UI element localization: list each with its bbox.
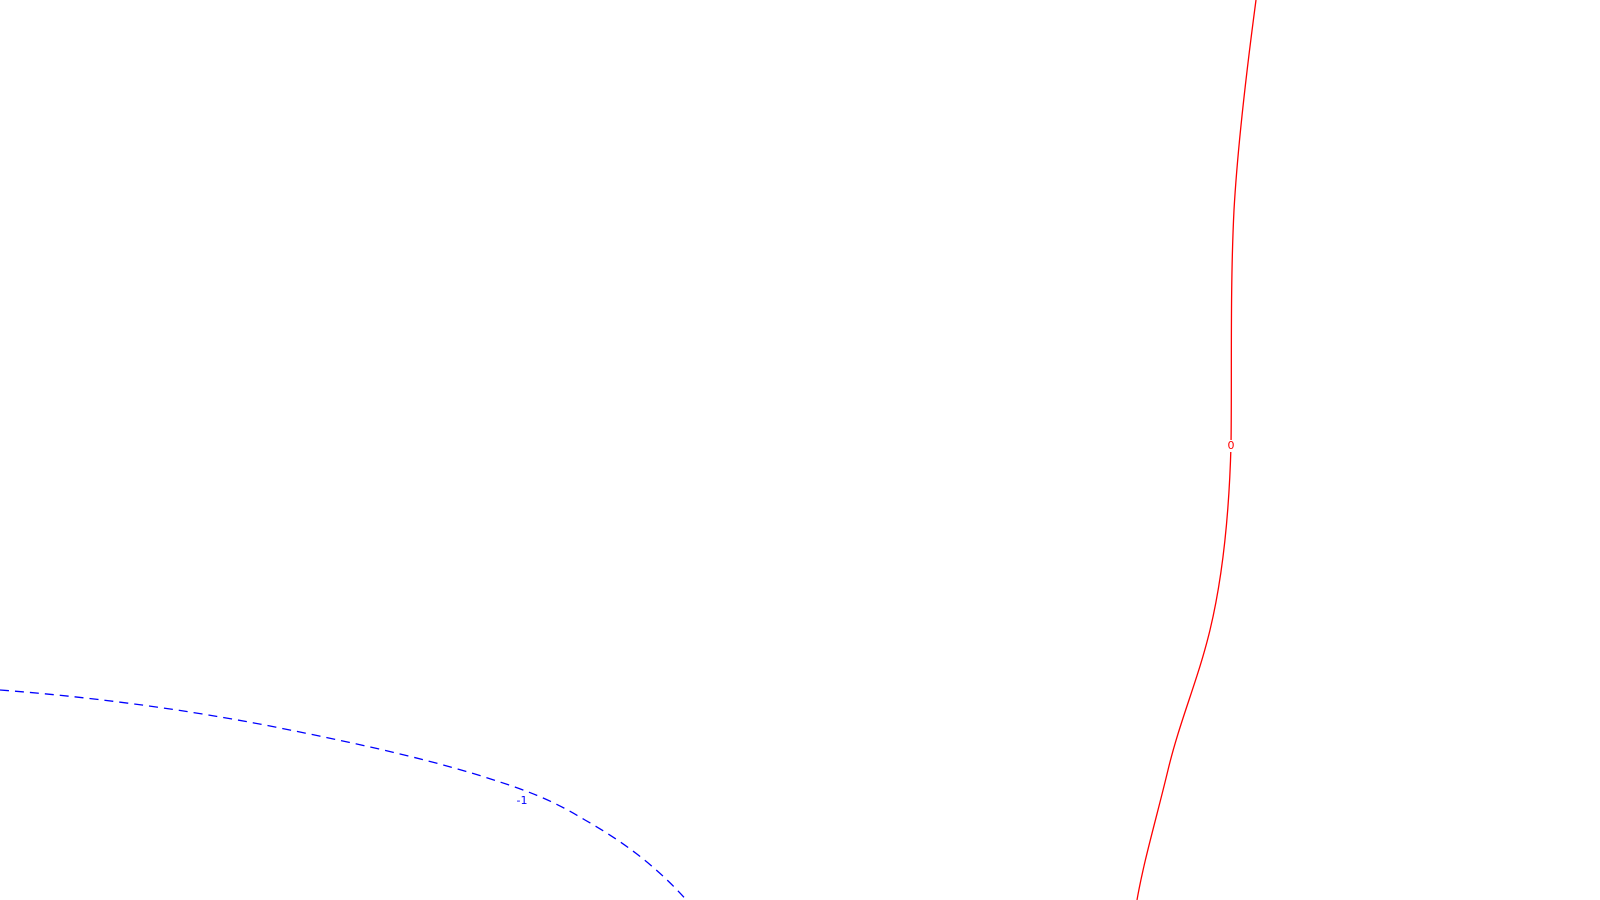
contour-line-0 bbox=[1136, 0, 1257, 900]
contour-labels: 0 -1 bbox=[515, 439, 1238, 807]
contour-label-background bbox=[1224, 440, 1238, 452]
contour-lines bbox=[0, 0, 1257, 900]
contour-label-background bbox=[515, 795, 529, 807]
contour-line--1 bbox=[0, 689, 688, 900]
contour-label-0: 0 bbox=[1228, 439, 1235, 452]
contour-label--1: -1 bbox=[517, 794, 528, 807]
